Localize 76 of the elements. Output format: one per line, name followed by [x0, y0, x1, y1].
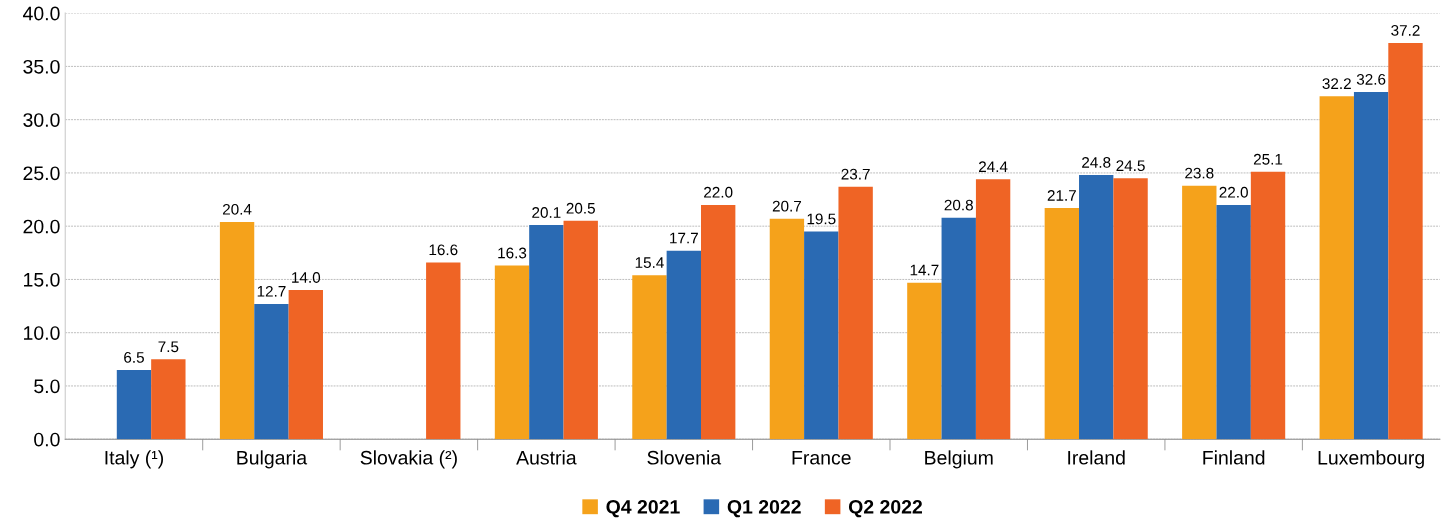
x-tick-label: Bulgaria	[237, 450, 308, 469]
y-tick-label: 35.0	[23, 59, 60, 74]
bar	[151, 359, 186, 440]
data-label: 22.0	[704, 186, 733, 198]
data-label: 14.0	[292, 272, 321, 283]
bar	[1250, 171, 1286, 440]
y-tick-label: 5.0	[34, 379, 60, 394]
bar	[975, 179, 1011, 440]
data-label: 37.2	[1391, 24, 1420, 36]
data-label: 20.8	[944, 199, 973, 211]
y-tick-label: 30.0	[23, 113, 60, 127]
bar	[1079, 175, 1114, 440]
x-tick-label: Slovakia (²)	[360, 450, 457, 469]
data-label: 24.5	[1116, 160, 1145, 172]
bar	[426, 262, 461, 440]
y-tick-label: 20.0	[23, 219, 60, 234]
y-tick-label: 10.0	[24, 326, 60, 340]
x-tick-label: Italy (¹)	[105, 450, 164, 469]
x-tick-label: Slovenia	[647, 450, 722, 465]
data-label: 17.7	[670, 232, 698, 244]
data-label: 23.8	[1185, 167, 1214, 179]
bar	[632, 275, 667, 440]
bar	[1353, 91, 1389, 440]
data-label: 12.7	[257, 285, 286, 297]
y-tick-label: 0.0	[34, 432, 60, 447]
bar	[494, 265, 530, 440]
bar	[1182, 185, 1217, 440]
data-label: 7.5	[158, 341, 179, 353]
x-tick-label: Austria	[516, 450, 577, 465]
data-label: 32.6	[1356, 73, 1386, 85]
bar	[838, 186, 873, 440]
bar	[941, 217, 976, 440]
bar	[219, 221, 255, 440]
data-label: 16.6	[429, 244, 458, 256]
bar	[1319, 96, 1354, 440]
x-tick-label: Finland	[1203, 450, 1265, 465]
legend-label: Q2 2022	[848, 499, 922, 518]
data-label: 20.7	[772, 200, 802, 212]
bar	[254, 303, 289, 440]
bar	[1388, 42, 1423, 440]
bar	[1044, 208, 1080, 440]
data-label: 24.4	[979, 161, 1008, 172]
y-tick-label: 25.0	[23, 166, 60, 181]
bar	[563, 220, 598, 440]
legend-label: Q1 2022	[727, 499, 801, 518]
data-label: 20.1	[532, 207, 561, 218]
y-tick-label: 40.0	[22, 6, 60, 21]
data-label: 21.7	[1047, 190, 1076, 201]
bar	[804, 231, 839, 440]
bar	[701, 204, 736, 440]
data-label: 32.2	[1322, 78, 1351, 90]
x-tick-label: France	[792, 451, 851, 465]
bar	[907, 282, 942, 440]
data-label: 23.7	[841, 168, 870, 180]
data-label: 22.0	[1219, 186, 1248, 198]
data-label: 20.4	[222, 203, 252, 215]
x-tick-label: Luxembourg	[1318, 450, 1424, 469]
bar	[769, 218, 805, 440]
bar	[1113, 178, 1148, 440]
data-label: 20.5	[566, 202, 595, 214]
bar	[666, 250, 701, 440]
y-tick-label: 15.0	[24, 272, 60, 287]
x-tick-label: Belgium	[925, 450, 993, 469]
data-label: 24.8	[1082, 157, 1111, 168]
bar	[288, 290, 323, 440]
data-label: 14.7	[910, 264, 939, 276]
data-label: 19.5	[807, 213, 836, 225]
data-label: 16.3	[498, 247, 527, 259]
legend-label: Q4 2021	[606, 499, 680, 518]
bar	[116, 369, 152, 440]
data-label: 15.4	[635, 257, 664, 268]
bar	[529, 225, 564, 440]
data-label: 25.1	[1253, 153, 1283, 165]
bar	[1216, 204, 1251, 440]
x-tick-label: Ireland	[1068, 450, 1125, 465]
data-label: 6.5	[124, 351, 144, 363]
